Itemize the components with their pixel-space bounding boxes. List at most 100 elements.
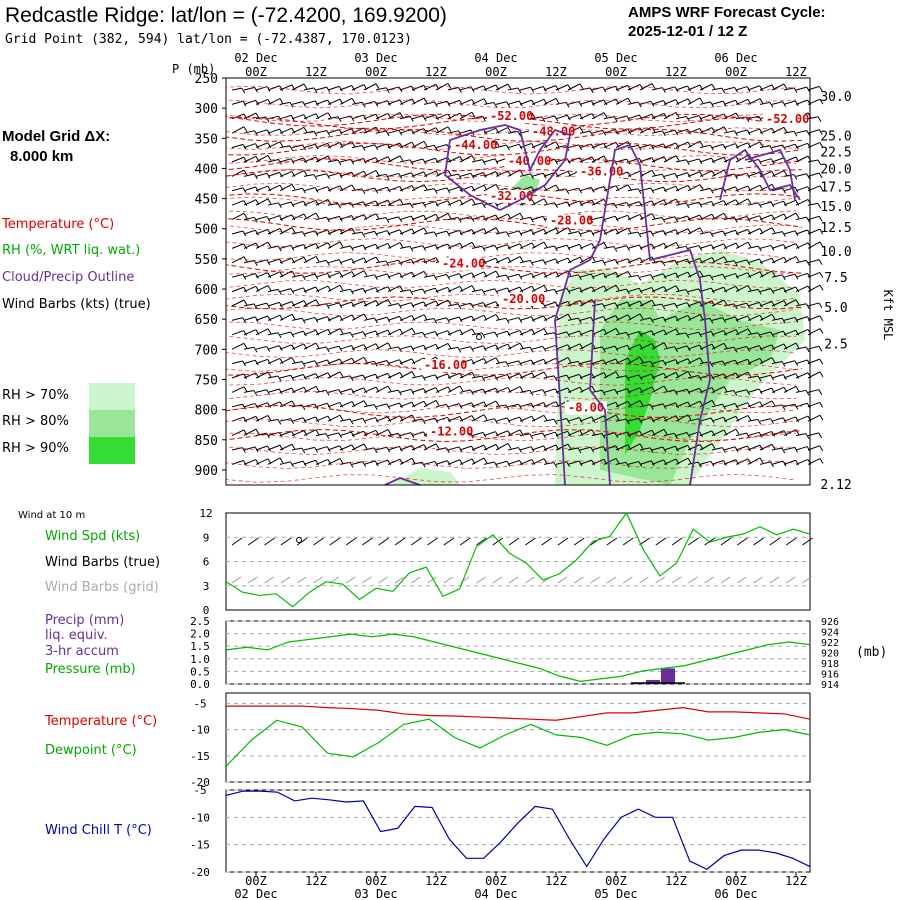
wind-barb: [375, 130, 387, 134]
wind-barb-flag: [782, 188, 786, 194]
wind-barb: [399, 457, 413, 465]
wind-barb-flag: [819, 328, 824, 334]
wind-barb: [591, 186, 604, 192]
wind-barb: [351, 201, 364, 206]
wind-barb-flag: [553, 245, 558, 252]
wind-barb: [327, 98, 341, 105]
wind-barb: [243, 346, 255, 350]
wind-barb: [651, 100, 664, 105]
wind-barb: [279, 201, 292, 206]
wind-barb-flag: [795, 330, 800, 336]
wind-barb-flag: [399, 142, 404, 149]
wind-barb-flag: [626, 288, 630, 295]
wind-barb: [435, 230, 447, 235]
wind-barb-flag: [817, 116, 822, 122]
isotherm-line: [225, 169, 803, 183]
wind-barb-flag: [627, 301, 631, 308]
wind-barb: [567, 256, 581, 264]
wind-barb-flag: [723, 243, 728, 250]
wind-barb: [507, 317, 519, 321]
wind-barb: [375, 260, 386, 264]
precip-panel-frame: [225, 620, 811, 685]
wind-barb: [291, 213, 305, 221]
wind-barb-flag: [302, 287, 307, 294]
wind-barb: [723, 446, 736, 451]
wind-barb-flag: [685, 202, 690, 209]
wind-barb: [279, 313, 293, 321]
wind-barb: [495, 430, 509, 437]
wind-barb: [531, 371, 545, 379]
wind-barb-flag: [603, 112, 608, 118]
wind-barb-flag: [783, 244, 787, 250]
cloud-outline: [384, 477, 421, 486]
wind-barb: [531, 284, 545, 293]
wind-barb-grid: [769, 576, 780, 584]
wind-barb: [423, 101, 435, 105]
wind-barb: [747, 202, 759, 206]
wind-barb: [423, 244, 436, 249]
wind-barb: [687, 184, 701, 192]
wind-barb-flag: [723, 256, 728, 262]
wind-barb: [339, 388, 352, 393]
wind-barb: [759, 84, 773, 91]
wind-barb: [543, 345, 556, 350]
wind-barb: [387, 359, 400, 365]
wind-barb: [723, 260, 735, 264]
isotherm-minor: [225, 99, 797, 109]
wind-barb: [231, 330, 244, 336]
wind-barb-flag: [675, 272, 680, 279]
wind-barb-flag: [783, 170, 788, 176]
wind-barb-flag: [661, 260, 666, 267]
wind-barb-flag: [254, 229, 259, 236]
wind-barb: [615, 84, 628, 91]
wind-barb: [795, 186, 808, 192]
wind-barb: [279, 171, 293, 177]
wind-barb-flag: [279, 457, 284, 464]
wind-barb-flag: [795, 373, 800, 379]
wind-barb: [255, 328, 269, 336]
wind-barb-flag: [243, 256, 248, 262]
wind-barb: [303, 273, 316, 278]
wind-barb: [423, 188, 435, 192]
wind-barb-flag: [339, 445, 344, 451]
wind-barb: [471, 85, 484, 91]
wind-barb-flag: [482, 345, 487, 352]
wind-chill-tick-label: -10: [190, 811, 210, 824]
wind-barb: [339, 128, 352, 134]
wind-barb: [735, 198, 749, 206]
wind-barb: [411, 400, 425, 408]
wind-barb: [447, 99, 460, 105]
wind-barb-grid: [753, 576, 763, 584]
wind-barb: [675, 332, 686, 336]
wind-barb: [399, 159, 411, 163]
wind-barb: [795, 328, 809, 336]
wind-barb: [639, 460, 652, 465]
wind-barb: [471, 159, 483, 163]
wind-barb-flag: [686, 172, 691, 178]
bottom-time-tick: 12Z: [425, 874, 447, 888]
precip-tick-label: 0.0: [190, 678, 210, 691]
wind-barb-flag: [663, 459, 668, 466]
wind-barb: [411, 184, 425, 192]
wind-barb-flag: [758, 388, 763, 395]
wind-barb-flag: [290, 461, 294, 468]
wind-barb: [483, 183, 497, 192]
wind-barb: [531, 272, 544, 278]
wind-barb-flag: [555, 141, 560, 147]
wind-barb-flag: [434, 201, 439, 207]
wind-barb: [627, 356, 641, 365]
wind-barb: [795, 433, 807, 437]
wind-barb-flag: [349, 332, 354, 338]
wind-barb: [567, 231, 579, 235]
wind-barb-flag: [243, 126, 248, 132]
wind-barb: [555, 114, 568, 120]
wind-barb: [603, 116, 615, 120]
wind-barb-flag: [399, 155, 404, 162]
wind-barb: [435, 403, 447, 408]
wind-barb-grid: [476, 576, 486, 584]
wind-barb: [771, 386, 785, 393]
wind-barb: [507, 429, 521, 437]
wind-barb-flag: [411, 401, 416, 408]
wind-barb: [747, 418, 758, 422]
wind-barb: [783, 255, 797, 264]
